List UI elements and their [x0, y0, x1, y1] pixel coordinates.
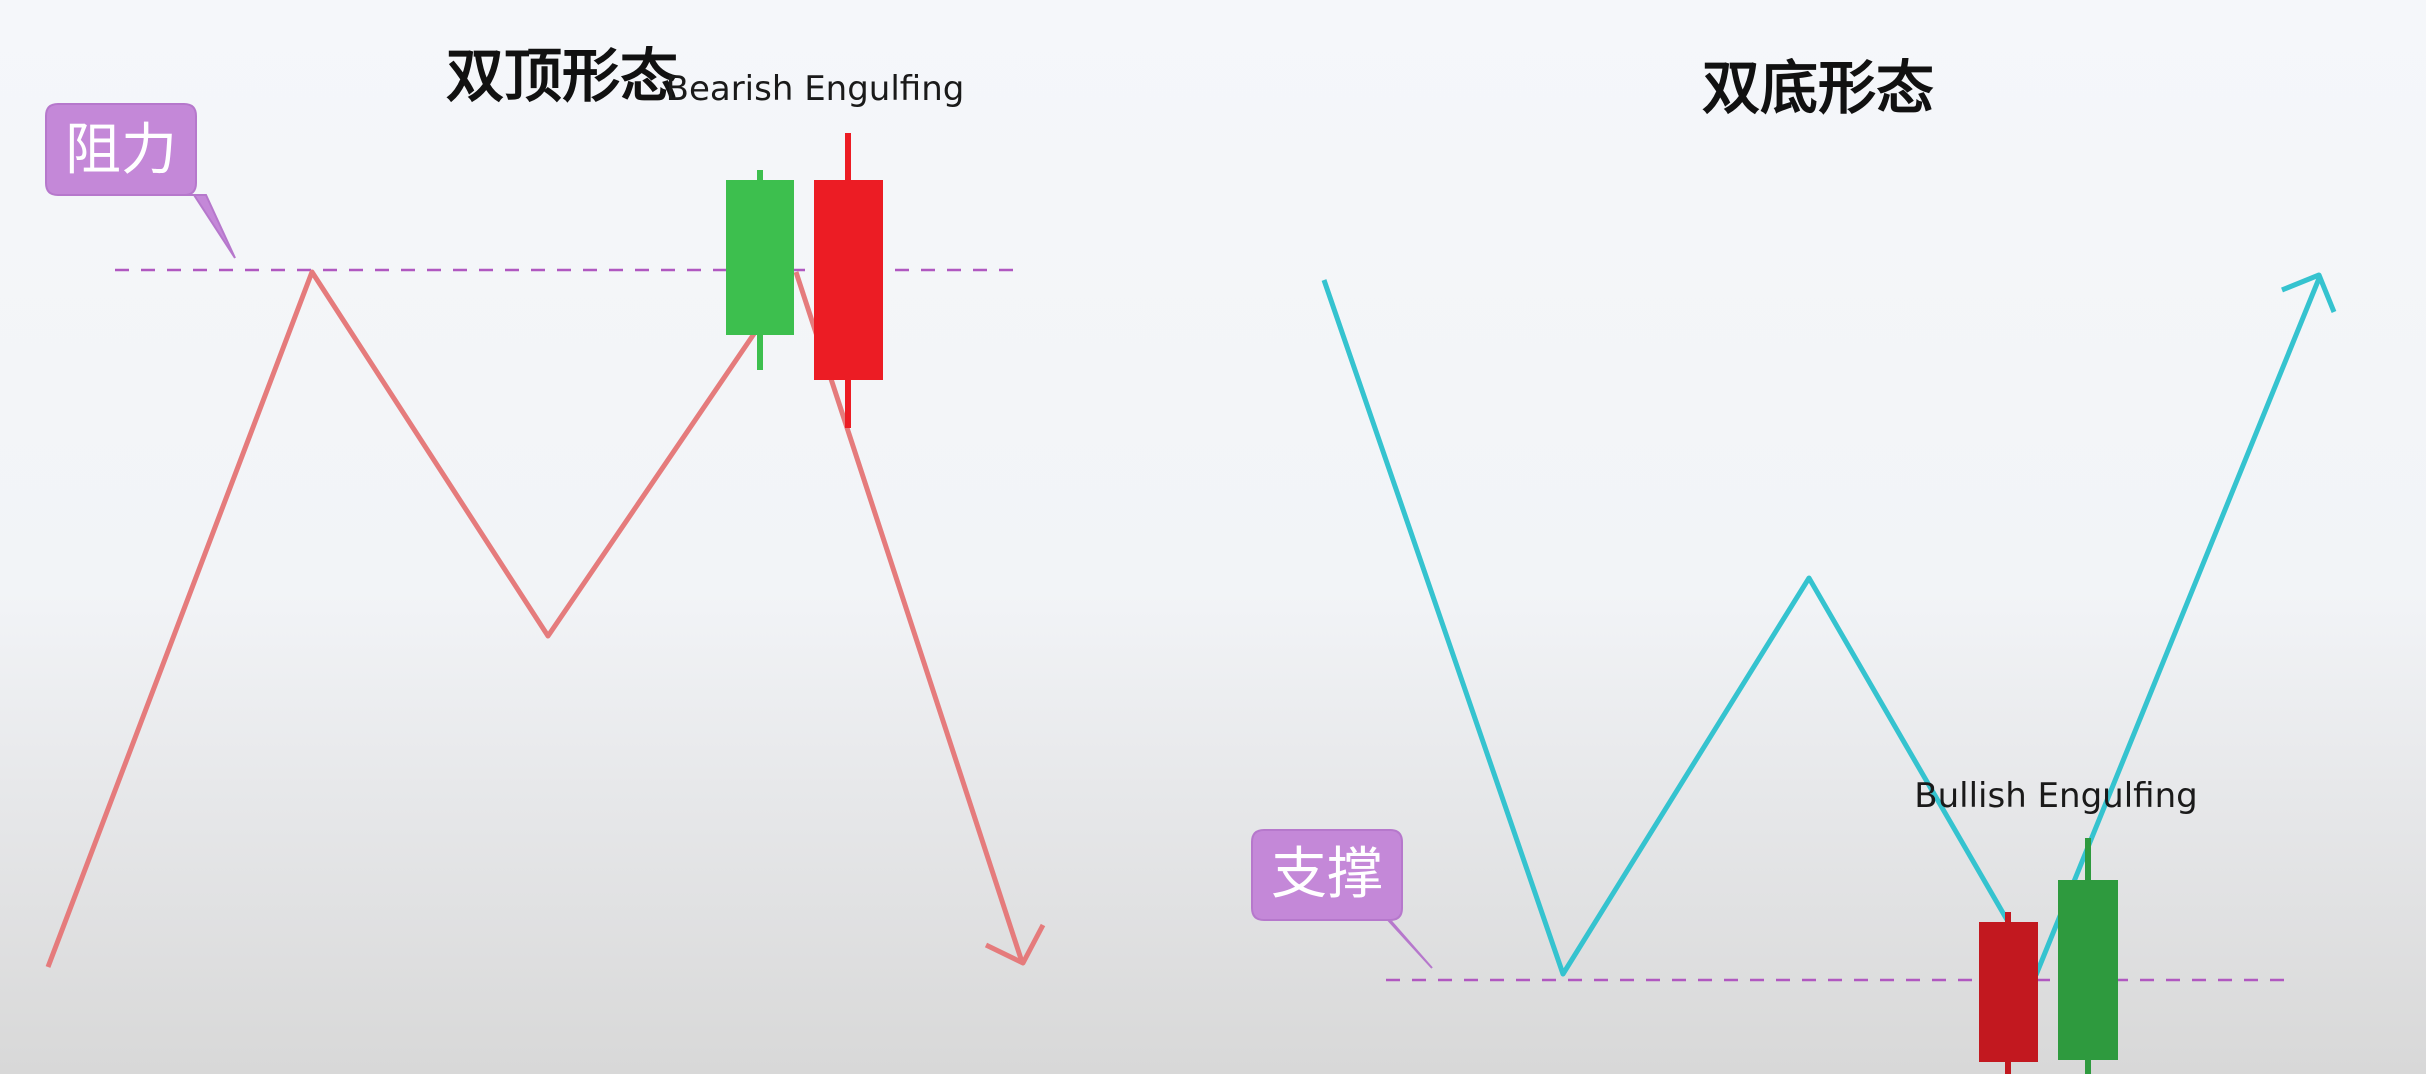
up-arrow-head — [2281, 272, 2337, 313]
double-top-title: 双顶形态 — [446, 42, 678, 110]
double-bottom-price-path — [1321, 279, 2013, 977]
bullish-candle — [726, 170, 794, 370]
double-bottom-panel: 支撑 双底形态 Bullish Engulfing — [1251, 54, 2337, 1074]
bearish-engulfing-candle — [814, 133, 883, 428]
support-bubble: 支撑 — [1251, 829, 1433, 969]
resistance-label: 阻力 — [65, 118, 177, 183]
bearish-candle — [1979, 912, 2038, 1074]
double-bottom-breakout-path — [2033, 275, 2323, 976]
down-arrow-head — [984, 923, 1046, 966]
bullish-engulfing-candle — [2058, 838, 2118, 1074]
bullish-engulfing-label: Bullish Engulfing — [1914, 776, 2197, 816]
double-top-price-path — [45, 269, 763, 968]
double-top-panel: 阻力 双顶形态 Bearish Engulfing — [45, 42, 1046, 968]
resistance-bubble: 阻力 — [45, 103, 236, 259]
bearish-engulfing-label: Bearish Engulfing — [666, 69, 965, 109]
double-top-breakdown-path — [793, 271, 1025, 963]
support-label: 支撑 — [1271, 842, 1383, 907]
double-bottom-title: 双底形态 — [1702, 54, 1934, 122]
